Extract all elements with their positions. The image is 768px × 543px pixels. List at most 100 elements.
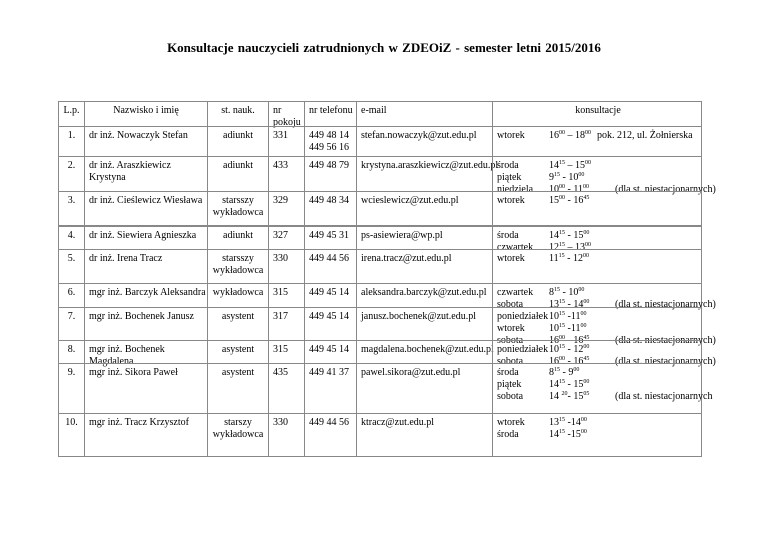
cell-lp: 1. [67, 130, 76, 141]
consultation-day: środa [497, 230, 519, 241]
cell-phone: 449 44 56 [304, 250, 356, 283]
time-minutes: 15 [559, 429, 565, 435]
consultation-day: sobota [497, 299, 524, 310]
header-phone: nr telefonu [304, 102, 356, 126]
table-row: 8. mgr inż. Bochenek Magdalena asystent 315… [59, 340, 716, 367]
time-minutes: 45 [583, 195, 590, 201]
time-minutes: 15 [559, 379, 565, 385]
cell-room: 315 [268, 341, 304, 363]
table-row: 9. mgr inż. Sikora Paweł asystent 435 449 41… [59, 363, 712, 413]
consultation-time: 1500 - 1645 [549, 195, 590, 206]
time-minutes: 00 [583, 344, 590, 350]
cell-consultations: wtorek 1500 - 1645 [492, 192, 703, 225]
time-minutes: 00 [559, 356, 565, 362]
cell-consultations: wtorek 1600 – 1800 pok. 212, ul. Żołniersk… [492, 127, 703, 156]
consultation-time: 1015 -1100 [549, 311, 587, 322]
cell-title: asystent [207, 364, 268, 413]
consultation-note: (dla st. niestacjonarnych) [615, 184, 716, 195]
time-minutes: 00 [583, 230, 590, 236]
consultation-day: sobota [497, 356, 524, 367]
cell-lp: 2. [67, 160, 76, 171]
table-row: 7. mgr inż. Bochenek Janusz asystent 317 449… [59, 307, 716, 346]
cell-room: 435 [268, 364, 304, 413]
consultation-day: wtorek [497, 417, 525, 428]
consultation-table: L.p. Nazwisko i imię st. nauk. nr pokoju… [58, 101, 716, 457]
consultation-day: wtorek [497, 323, 525, 334]
consultation-day: wtorek [497, 130, 525, 141]
time-minutes: 00 [559, 184, 565, 190]
cell-title: adiunkt [207, 227, 268, 249]
cell-room: 315 [268, 284, 304, 307]
cell-title: adiunkt [207, 157, 268, 191]
cell-phone: 449 45 14 [304, 341, 356, 363]
cell-name: dr inż. Irena Tracz [84, 250, 207, 283]
consultation-time: 1600 - 1645 [549, 356, 590, 367]
time-minutes: 45 [583, 335, 590, 341]
page-title: Konsultacje nauczycieli zatrudnionych w … [167, 40, 601, 55]
consultation-day: czwartek [497, 242, 534, 253]
time-minutes: 15 [554, 367, 560, 373]
time-minutes: 05 [583, 391, 590, 397]
cell-consultations: środa 1415 - 1500 czwartek 1215 – 1300 [492, 227, 703, 253]
cell-room: 433 [268, 157, 304, 191]
consultation-note: pok. 212, ul. Żołnierska [597, 130, 693, 141]
cell-phone: 449 48 14 449 56 16 [304, 127, 356, 156]
cell-room: 331 [268, 127, 304, 156]
consultation-time: 1315 - 1400 [549, 299, 590, 310]
time-minutes: 15 [559, 160, 565, 166]
consultation-time: 1115 - 1200 [549, 253, 589, 264]
cell-name: mgr inż. Sikora Paweł [84, 364, 207, 413]
cell-lp: 4. [67, 230, 76, 241]
header-name: Nazwisko i imię [84, 102, 207, 126]
cell-email: krystyna.araszkiewicz@zut.edu.pl [356, 157, 498, 191]
cell-email: magdalena.bochenek@zut.edu.pl [356, 341, 494, 363]
cell-name: dr inż. Cieślewicz Wiesława [84, 192, 207, 225]
time-minutes: 00 [580, 417, 587, 423]
consultation-time: 1000 - 1100 [549, 184, 589, 195]
cell-email: aleksandra.barczyk@zut.edu.pl [356, 284, 492, 307]
time-minutes: 00 [585, 130, 591, 136]
header-email: e-mail [356, 102, 492, 126]
time-minutes: 15 [559, 311, 565, 317]
cell-lp: 10. [65, 417, 78, 428]
table-row: 5. dr inż. Irena Tracz starsszy wykładowca… [59, 249, 701, 283]
consultation-note: (dla st. niestacjonarnych [615, 391, 713, 402]
time-minutes: 00 [580, 429, 587, 435]
consultation-note: (dla st. niestacjonarnych) [615, 299, 716, 310]
table-row: 10. mgr inż. Tracz Krzysztof starszy wykła… [59, 413, 701, 457]
consultation-day: poniedziałek [497, 344, 549, 355]
consultation-time: 815 - 900 [549, 367, 580, 378]
consultation-day: środa [497, 429, 519, 440]
consultation-day: środa [497, 367, 519, 378]
time-minutes: 00 [573, 367, 580, 373]
consultation-time: 1315 -1400 [549, 417, 587, 428]
consultation-time: 1415 – 1500 [549, 160, 591, 171]
time-minutes: 15 [558, 253, 565, 259]
consultation-day: poniedziałek [497, 311, 549, 322]
cell-room: 330 [268, 250, 304, 283]
cell-title: starsszy wykładowca [207, 192, 268, 225]
time-minutes: 15 [559, 230, 565, 236]
time-minutes: 15 [559, 417, 565, 423]
cell-lp: 8. [67, 344, 76, 355]
cell-phone: 449 48 34 [304, 192, 356, 225]
header-consultations: konsultacje [492, 102, 703, 126]
cell-consultations: poniedziałek 1015 -1100 wtorek 1015 -1100 so… [492, 308, 716, 346]
cell-name: dr inż. Araszkiewicz Krystyna [84, 157, 207, 191]
consultation-time: 1215 – 1300 [549, 242, 591, 253]
consultation-time: 1015 - 1200 [549, 344, 590, 355]
cell-title: adiunkt [207, 127, 268, 156]
time-minutes: 20 [561, 391, 568, 397]
consultation-day: wtorek [497, 253, 525, 264]
cell-phone: 449 44 56 [304, 414, 356, 457]
consultation-day: niedziela [497, 184, 534, 195]
consultation-day: czwartek [497, 287, 534, 298]
header-title: st. nauk. [207, 102, 268, 126]
time-minutes: 00 [559, 335, 565, 341]
cell-lp: 7. [67, 311, 76, 322]
cell-name: mgr inż. Bochenek Janusz [84, 308, 207, 340]
consultation-time: 1415 - 1500 [549, 379, 590, 390]
table-row: 2. dr inż. Araszkiewicz Krystyna adiunkt 43… [59, 156, 716, 195]
consultation-note: (dla st. niestacjonarnych) [615, 356, 716, 367]
cell-phone: 449 45 14 [304, 284, 356, 307]
